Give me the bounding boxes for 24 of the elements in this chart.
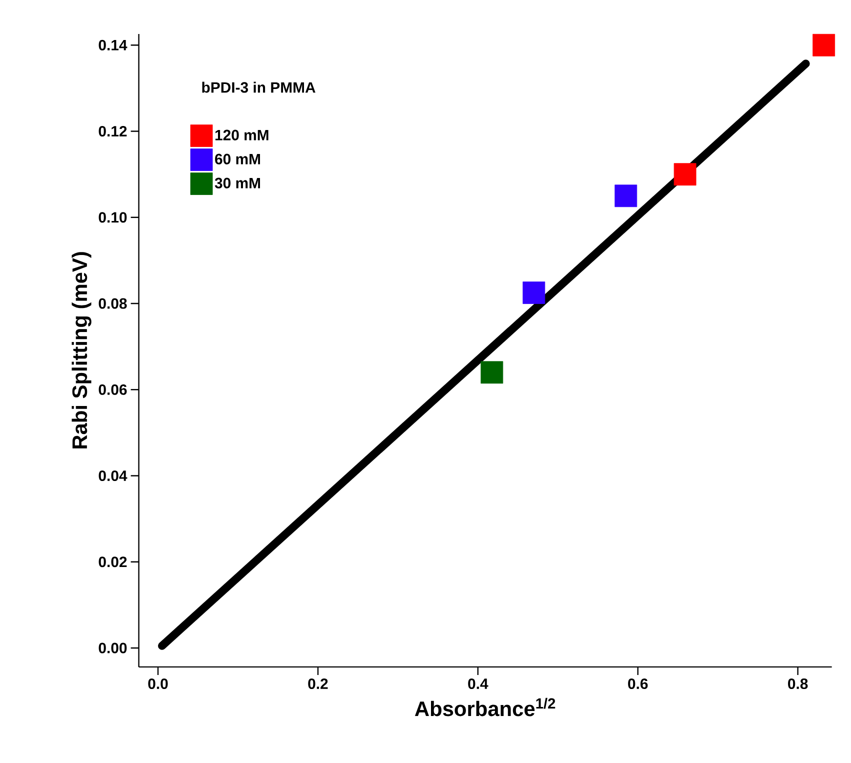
- y-tick-label: 0.10: [98, 212, 127, 223]
- y-tick-label: 0.00: [98, 642, 127, 654]
- point: [480, 361, 504, 384]
- y-tick-label: 0.04: [98, 470, 128, 482]
- legend-label: 60 mM: [215, 154, 260, 164]
- y-tick-label: 0.08: [98, 298, 127, 309]
- legend-title: bPDI-3 in PMMA: [202, 82, 316, 93]
- x-tick-label: 0.4: [468, 678, 488, 690]
- x-tick-label: 0.6: [628, 678, 648, 690]
- x-tick-label: 0.0: [148, 678, 168, 690]
- y-tick-label: 0.02: [98, 556, 127, 568]
- y-axis-title: Rabi Splitting (meV): [72, 252, 92, 448]
- point: [812, 34, 836, 56]
- point: [674, 163, 696, 186]
- y-tick-label: 0.14: [98, 40, 128, 50]
- legend-label: 120 mM: [215, 130, 268, 140]
- x-tick-label: 0.8: [788, 678, 808, 690]
- y-tick-label: 0.12: [98, 126, 127, 137]
- x-axis-title: Absorbance$^{1/2}$: [414, 698, 556, 716]
- x-tick-label: 0.2: [308, 678, 328, 690]
- legend-label: 30 mM: [214, 178, 260, 188]
- y-tick-label: 0.06: [98, 384, 127, 395]
- point: [614, 184, 638, 208]
- point: [522, 282, 546, 304]
